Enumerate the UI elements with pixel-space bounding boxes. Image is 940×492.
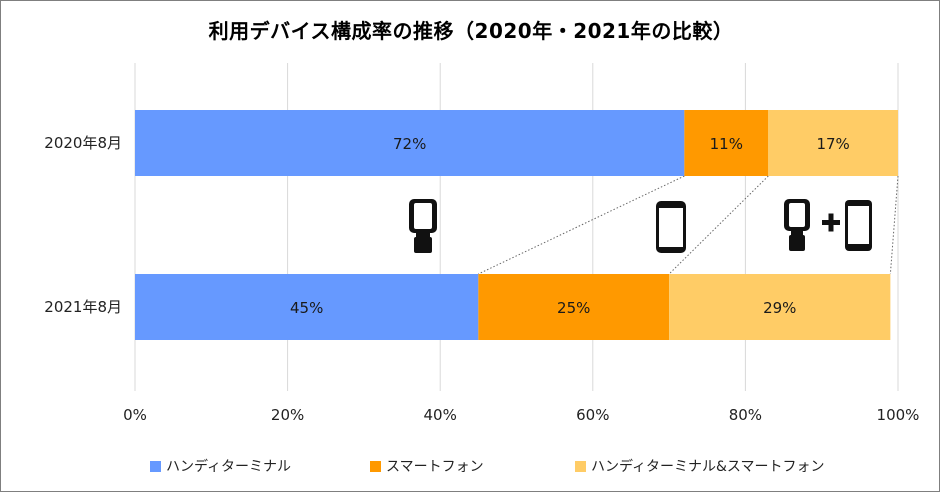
bar-segment [135, 274, 479, 340]
x-tick-label: 40% [424, 406, 457, 424]
handy-terminal-icon [409, 199, 437, 253]
legend-swatch [150, 460, 161, 472]
bar-segment [684, 110, 769, 176]
bar-segment [478, 274, 670, 340]
legend-label: スマートフォン [386, 459, 484, 475]
legend-item: スマートフォン [370, 456, 484, 476]
series-connector-line [889, 175, 899, 275]
bar-segment [768, 110, 898, 176]
legend-swatch [370, 460, 381, 472]
x-tick-label: 100% [877, 406, 920, 424]
chart-title: 利用デバイス構成率の推移（2020年・2021年の比較） [208, 19, 734, 43]
handy-terminal-plus-smartphone-icon [784, 199, 872, 251]
data-label: 45% [290, 299, 323, 317]
legend-swatch [575, 460, 586, 472]
legend-item: ハンディターミナル [150, 456, 291, 476]
bar-segment [135, 110, 685, 176]
data-label: 11% [710, 135, 743, 153]
series-connector-line [478, 175, 685, 275]
x-tick-label: 60% [576, 406, 609, 424]
data-label: 72% [393, 135, 426, 153]
x-tick-label: 20% [271, 406, 304, 424]
category-label: 2020年8月 [44, 134, 122, 152]
legend-item: ハンディターミナル&スマートフォン [575, 456, 825, 476]
data-label: 29% [763, 299, 796, 317]
bar-segment [669, 274, 891, 340]
x-tick-label: 0% [123, 406, 147, 424]
data-label: 17% [816, 135, 849, 153]
legend-label: ハンディターミナル&スマートフォン [591, 459, 825, 475]
category-label: 2021年8月 [44, 298, 122, 316]
x-tick-label: 80% [729, 406, 762, 424]
series-connector-line [668, 175, 769, 275]
legend-label: ハンディターミナル [166, 459, 292, 475]
data-label: 25% [557, 299, 590, 317]
legend: ハンディターミナル スマートフォン ハンディターミナル&スマートフォン [1, 456, 940, 476]
smartphone-icon [656, 201, 686, 253]
